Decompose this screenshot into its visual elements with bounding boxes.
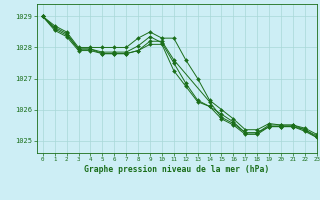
X-axis label: Graphe pression niveau de la mer (hPa): Graphe pression niveau de la mer (hPa)	[84, 165, 269, 174]
